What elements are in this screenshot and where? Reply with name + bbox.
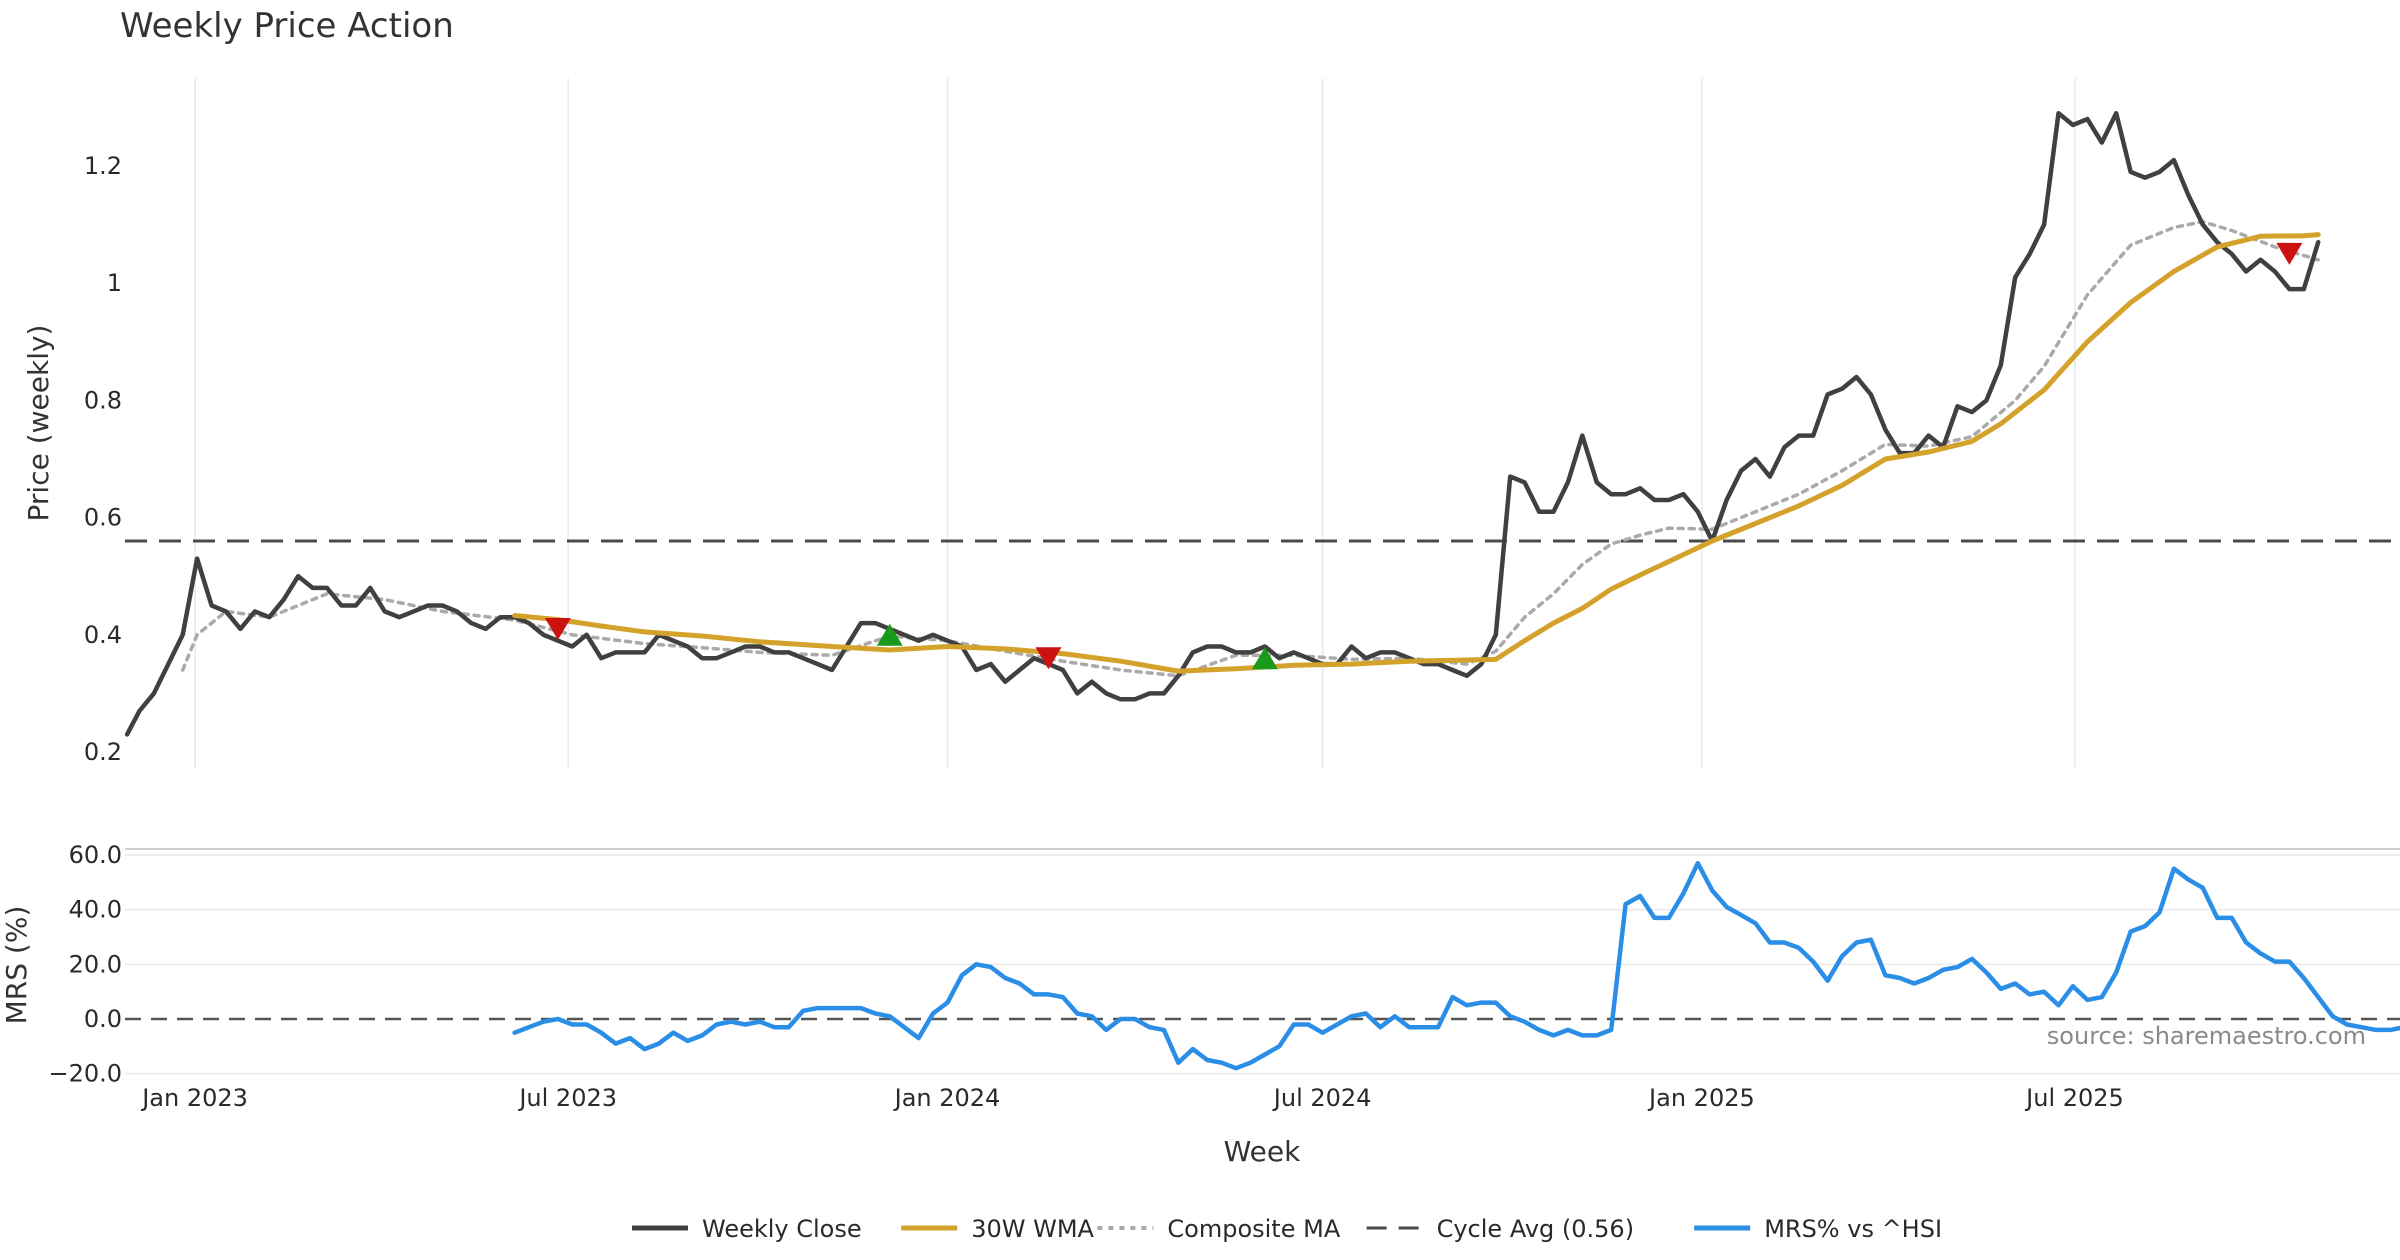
mrs-y-tick-label: −20.0 [48,1060,122,1088]
price-y-tick-label: 1 [107,269,122,297]
x-tick-label: Jul 2023 [517,1084,617,1112]
composite-ma-line [180,219,2320,678]
price-y-tick-label: 1.2 [84,152,122,180]
x-tick-label: Jul 2024 [1272,1084,1372,1112]
mrs-y-tick-label: 0.0 [84,1005,122,1033]
price-y-tick-label: 0.2 [84,738,122,766]
legend: Weekly Close 30W WMA Composite MA Cycle Avg… [632,1215,1942,1243]
buy-signal-marker [1251,647,1278,670]
legend-label: Composite MA [1167,1215,1340,1243]
legend-label: Weekly Close [702,1215,862,1243]
legend-label: 30W WMA [971,1215,1094,1243]
mrs-y-tick-label: 60.0 [69,841,122,869]
legend-label: Cycle Avg (0.56) [1437,1215,1634,1243]
legend-label: MRS% vs ^HSI [1764,1215,1942,1243]
x-tick-label: Jan 2023 [140,1084,248,1112]
chart-title: Weekly Price Action [120,6,454,46]
x-tick-label: Jul 2025 [2024,1084,2124,1112]
x-tick-label: Jan 2024 [893,1084,1001,1112]
mrs-y-tick-label: 40.0 [69,896,122,924]
sell-signal-marker [1035,647,1062,670]
mrs-gridlines [125,854,2400,1075]
price-y-tick-label: 0.4 [84,621,122,649]
sell-signal-marker [2276,242,2303,265]
mrs-line [512,860,2400,1071]
x-axis-title: Week [1224,1135,1301,1168]
price-y-tick-label: 0.6 [84,504,122,532]
price-gridlines [194,78,2076,768]
sell-signal-marker [544,617,571,640]
source-watermark: source: sharemaestro.com [2047,1022,2366,1050]
mrs-y-tick-label: 20.0 [69,950,122,978]
price-y-tick-label: 0.8 [84,386,122,414]
weekly-close-line [124,111,2321,737]
mrs-y-axis-title: MRS (%) [0,906,33,1025]
price-y-axis-title: Price (weekly) [22,325,55,522]
wma-30w-line [512,232,2321,674]
x-tick-label: Jan 2025 [1647,1084,1755,1112]
buy-signal-marker [876,623,903,646]
